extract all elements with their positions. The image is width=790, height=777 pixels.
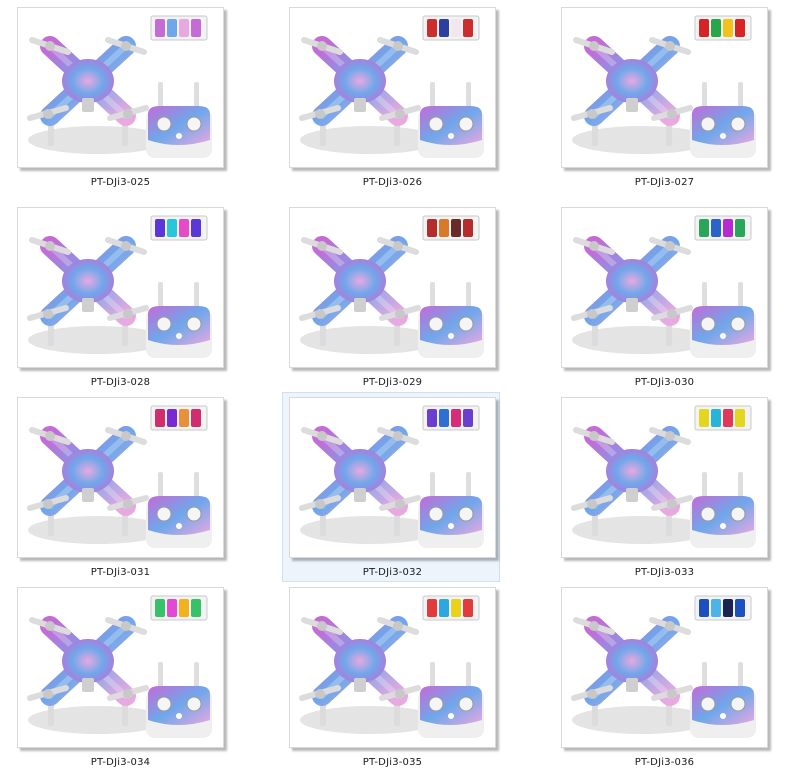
file-name-label[interactable]: PT-DJi3-035 xyxy=(362,757,423,768)
file-item[interactable]: PT-DJi3-031 xyxy=(17,397,235,587)
file-item[interactable]: PT-DJi3-033 xyxy=(561,397,779,587)
file-item[interactable]: PT-DJi3-036 xyxy=(561,587,779,777)
file-name-label[interactable]: PT-DJi3-029 xyxy=(362,377,423,388)
file-thumbnail[interactable] xyxy=(561,207,768,368)
file-thumbnail[interactable] xyxy=(561,397,768,558)
file-item[interactable]: PT-DJi3-025 xyxy=(17,7,235,197)
file-item[interactable]: PT-DJi3-035 xyxy=(289,587,507,777)
file-name-label[interactable]: PT-DJi3-028 xyxy=(90,377,151,388)
file-thumbnail[interactable] xyxy=(17,397,224,558)
file-item[interactable]: PT-DJi3-030 xyxy=(561,207,779,397)
file-name-label[interactable]: PT-DJi3-027 xyxy=(634,177,695,188)
file-name-label[interactable]: PT-DJi3-025 xyxy=(90,177,151,188)
file-thumbnail[interactable] xyxy=(289,587,496,748)
file-name-label[interactable]: PT-DJi3-026 xyxy=(362,177,423,188)
file-item[interactable]: PT-DJi3-029 xyxy=(289,207,507,397)
file-item[interactable]: PT-DJi3-027 xyxy=(561,7,779,197)
file-name-label[interactable]: PT-DJi3-031 xyxy=(90,567,151,578)
file-name-label[interactable]: PT-DJi3-036 xyxy=(634,757,695,768)
file-thumbnail[interactable] xyxy=(289,397,496,558)
file-thumbnail[interactable] xyxy=(17,587,224,748)
file-thumbnail[interactable] xyxy=(17,207,224,368)
file-name-label[interactable]: PT-DJi3-034 xyxy=(90,757,151,768)
file-name-label[interactable]: PT-DJi3-033 xyxy=(634,567,695,578)
file-name-label[interactable]: PT-DJi3-032 xyxy=(362,567,423,578)
file-name-label[interactable]: PT-DJi3-030 xyxy=(634,377,695,388)
file-thumbnail[interactable] xyxy=(289,207,496,368)
file-thumbnail[interactable] xyxy=(289,7,496,168)
file-item[interactable]: PT-DJi3-032 xyxy=(282,392,507,587)
file-thumbnail[interactable] xyxy=(17,7,224,168)
file-item[interactable]: PT-DJi3-028 xyxy=(17,207,235,397)
file-thumbnail[interactable] xyxy=(561,7,768,168)
file-thumbnail[interactable] xyxy=(561,587,768,748)
file-item[interactable]: PT-DJi3-034 xyxy=(17,587,235,777)
file-item[interactable]: PT-DJi3-026 xyxy=(289,7,507,197)
